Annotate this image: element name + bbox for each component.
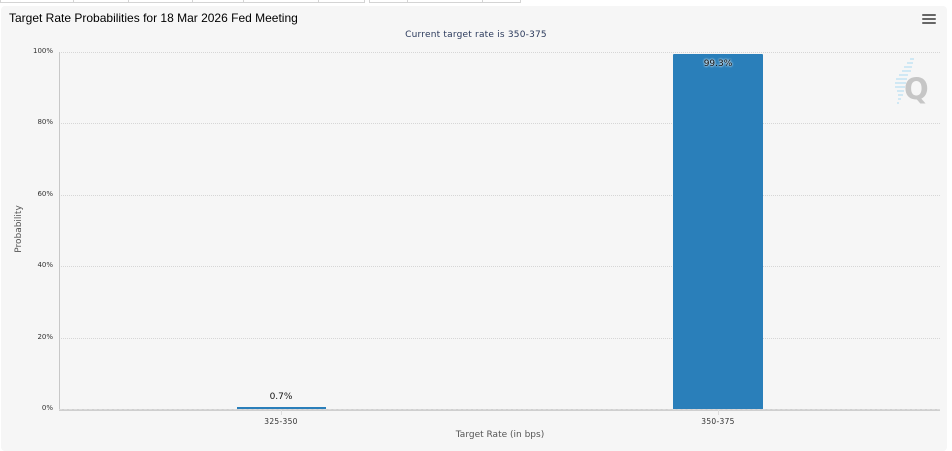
bar-325-350[interactable] — [237, 407, 326, 410]
table-cell — [193, 0, 244, 3]
y-tick-label: 100% — [32, 47, 53, 55]
bar-350-375[interactable] — [673, 54, 763, 409]
table-border-strip — [0, 0, 952, 4]
x-tick-label: 325-350 — [264, 417, 298, 426]
gridline-80 — [59, 123, 940, 124]
table-cell — [129, 0, 193, 3]
x-tick-label: 350-375 — [701, 417, 735, 426]
y-tick-label: 40% — [37, 261, 53, 269]
chart-panel — [1, 6, 947, 451]
chart-title: Target Rate Probabilities for 18 Mar 202… — [9, 11, 298, 25]
table-cell — [369, 0, 408, 3]
bar-data-label: 0.7% — [269, 392, 293, 402]
y-axis-title: Probability — [14, 205, 24, 253]
plot-area — [59, 52, 940, 409]
y-tick-label: 20% — [37, 333, 53, 341]
quikstrike-logo-icon: Q — [892, 56, 934, 110]
table-cell — [319, 0, 365, 3]
svg-text:Q: Q — [904, 72, 929, 106]
y-axis-line — [59, 52, 60, 410]
gridline-40 — [59, 266, 940, 267]
table-cell — [244, 0, 319, 3]
table-cell — [0, 0, 74, 3]
y-tick-label: 0% — [41, 404, 53, 412]
x-axis-line — [59, 409, 940, 411]
x-tick-mark — [281, 410, 282, 415]
x-axis-title: Target Rate (in bps) — [455, 430, 545, 440]
table-cell — [408, 0, 483, 3]
bar-data-label: 99.3% — [703, 59, 733, 69]
gridline-20 — [59, 338, 940, 339]
y-tick-label: 60% — [37, 190, 53, 198]
table-cell — [483, 0, 521, 3]
y-tick-label: 80% — [37, 118, 53, 126]
hamburger-menu-icon[interactable] — [922, 14, 936, 26]
x-tick-mark — [718, 410, 719, 415]
gridline-60 — [59, 195, 940, 196]
table-cell — [74, 0, 129, 3]
chart-subtitle: Current target rate is 350-375 — [405, 30, 547, 40]
gridline-100 — [59, 52, 940, 53]
